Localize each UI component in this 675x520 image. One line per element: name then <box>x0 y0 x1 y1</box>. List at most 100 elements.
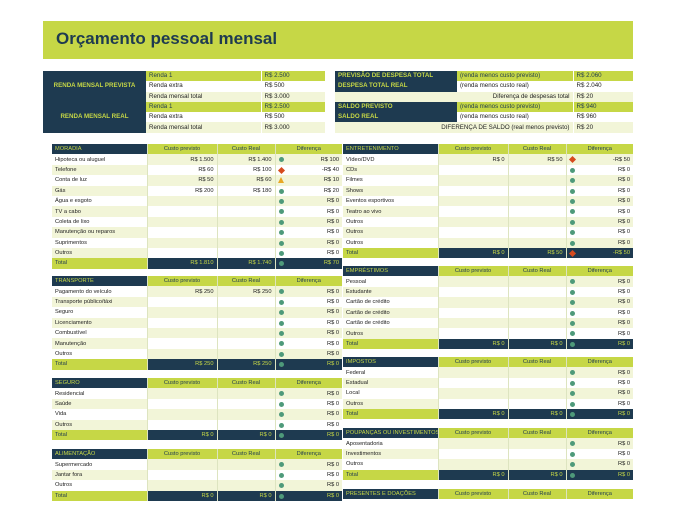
planned-cost-cell[interactable] <box>438 286 509 298</box>
actual-cost-cell[interactable] <box>217 409 276 420</box>
actual-cost-cell[interactable] <box>217 348 276 360</box>
income-row-label: Renda 1 <box>146 71 261 82</box>
actual-cost-cell[interactable] <box>508 438 567 449</box>
actual-cost-cell[interactable]: R$ 60 <box>217 175 276 186</box>
planned-cost-cell[interactable] <box>147 227 218 238</box>
planned-cost-cell[interactable]: R$ 250 <box>147 286 218 297</box>
actual-cost-cell[interactable] <box>508 175 567 186</box>
actual-cost-cell[interactable] <box>508 276 567 287</box>
planned-cost-cell[interactable] <box>147 296 218 308</box>
planned-cost-cell[interactable] <box>147 480 218 491</box>
actual-cost-cell[interactable] <box>217 398 276 410</box>
actual-cost-cell[interactable]: R$ 50 <box>508 154 567 165</box>
planned-cost-cell[interactable] <box>438 206 509 217</box>
actual-cost-cell[interactable]: R$ 180 <box>217 185 276 196</box>
actual-cost-cell[interactable] <box>508 377 567 389</box>
planned-cost-cell[interactable] <box>438 388 509 399</box>
actual-cost-cell[interactable] <box>508 216 567 228</box>
on-budget-icon <box>278 401 284 407</box>
actual-cost-cell[interactable] <box>508 206 567 217</box>
planned-cost-cell[interactable] <box>438 438 509 449</box>
planned-cost-cell[interactable] <box>147 388 218 399</box>
actual-cost-cell[interactable] <box>508 227 567 238</box>
income-row-value[interactable]: R$ 2.500 <box>260 71 325 82</box>
actual-cost-cell[interactable]: R$ 100 <box>217 164 276 176</box>
planned-cost-cell[interactable] <box>438 398 509 409</box>
planned-cost-cell[interactable] <box>147 206 218 217</box>
planned-cost-cell[interactable] <box>147 419 218 430</box>
planned-cost-cell[interactable] <box>438 459 509 470</box>
actual-cost-cell[interactable] <box>217 296 276 308</box>
actual-cost-cell[interactable] <box>217 338 276 349</box>
planned-cost-cell[interactable] <box>438 276 509 287</box>
actual-cost-cell[interactable] <box>508 164 567 176</box>
planned-cost-cell[interactable]: R$ 50 <box>147 175 218 186</box>
actual-cost-cell[interactable] <box>508 286 567 298</box>
planned-cost-cell[interactable] <box>147 409 218 420</box>
actual-cost-cell[interactable] <box>217 206 276 217</box>
actual-cost-cell[interactable] <box>217 237 276 248</box>
planned-cost-cell[interactable]: R$ 60 <box>147 164 218 176</box>
planned-cost-cell[interactable] <box>147 398 218 410</box>
planned-cost-cell[interactable] <box>438 367 509 378</box>
planned-cost-cell[interactable] <box>147 459 218 470</box>
planned-cost-cell[interactable] <box>438 237 509 248</box>
actual-cost-cell[interactable] <box>508 195 567 207</box>
actual-cost-cell[interactable] <box>217 216 276 228</box>
planned-cost-cell[interactable] <box>438 216 509 228</box>
planned-cost-cell[interactable] <box>147 317 218 328</box>
planned-cost-cell[interactable] <box>438 448 509 460</box>
planned-cost-cell[interactable] <box>438 227 509 238</box>
income-row-value[interactable]: R$ 500 <box>260 112 325 123</box>
actual-cost-cell[interactable] <box>217 195 276 207</box>
planned-cost-cell[interactable] <box>438 307 509 318</box>
planned-cost-cell[interactable] <box>438 297 509 308</box>
planned-cost-cell[interactable] <box>438 377 509 389</box>
actual-cost-cell[interactable]: R$ 250 <box>217 286 276 297</box>
actual-cost-cell[interactable] <box>217 327 276 339</box>
planned-cost-cell[interactable] <box>438 317 509 329</box>
planned-cost-cell[interactable] <box>147 307 218 318</box>
actual-cost-cell[interactable] <box>217 388 276 399</box>
planned-cost-cell[interactable] <box>147 195 218 207</box>
planned-cost-cell[interactable] <box>147 216 218 228</box>
actual-cost-cell[interactable] <box>508 398 567 409</box>
planned-cost-cell[interactable] <box>147 469 218 481</box>
actual-cost-cell[interactable] <box>217 227 276 238</box>
actual-cost-cell[interactable] <box>217 247 276 259</box>
actual-cost-cell[interactable] <box>508 317 567 329</box>
planned-cost-cell[interactable] <box>438 164 509 176</box>
actual-cost-cell[interactable] <box>217 307 276 318</box>
total-planned: R$ 0 <box>147 490 218 501</box>
actual-cost-cell[interactable]: R$ 1.400 <box>217 154 276 165</box>
planned-cost-cell[interactable] <box>147 247 218 259</box>
actual-cost-cell[interactable] <box>508 328 567 339</box>
planned-cost-cell[interactable] <box>147 327 218 339</box>
actual-cost-cell[interactable] <box>217 317 276 328</box>
actual-cost-cell[interactable] <box>508 307 567 318</box>
planned-cost-cell[interactable]: R$ 1.500 <box>147 154 218 165</box>
planned-cost-cell[interactable]: R$ 0 <box>438 154 509 165</box>
planned-cost-cell[interactable] <box>438 185 509 196</box>
planned-cost-cell[interactable] <box>147 348 218 360</box>
income-row-value[interactable]: R$ 2.500 <box>260 101 325 113</box>
actual-cost-cell[interactable] <box>217 480 276 491</box>
actual-cost-cell[interactable] <box>508 185 567 196</box>
actual-cost-cell[interactable] <box>508 388 567 399</box>
planned-cost-cell[interactable] <box>438 328 509 339</box>
actual-cost-cell[interactable] <box>508 297 567 308</box>
planned-cost-cell[interactable] <box>147 338 218 349</box>
planned-cost-cell[interactable] <box>438 175 509 186</box>
planned-cost-cell[interactable] <box>147 237 218 248</box>
planned-cost-cell[interactable]: R$ 200 <box>147 185 218 196</box>
planned-cost-cell[interactable] <box>438 195 509 207</box>
actual-cost-cell[interactable] <box>217 459 276 470</box>
actual-cost-cell[interactable] <box>508 237 567 248</box>
actual-cost-cell[interactable] <box>508 459 567 470</box>
actual-cost-cell[interactable] <box>217 469 276 481</box>
row-label: Estadual <box>343 377 439 389</box>
income-row-value[interactable]: R$ 500 <box>260 81 325 92</box>
actual-cost-cell[interactable] <box>217 419 276 430</box>
actual-cost-cell[interactable] <box>508 367 567 378</box>
actual-cost-cell[interactable] <box>508 448 567 460</box>
